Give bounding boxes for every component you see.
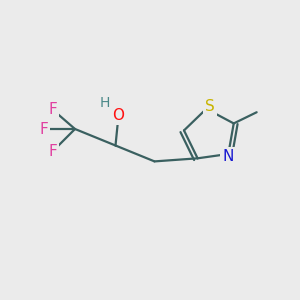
Text: S: S — [205, 99, 215, 114]
Text: F: F — [48, 144, 57, 159]
Text: N: N — [223, 149, 234, 164]
Text: F: F — [39, 122, 48, 136]
Text: F: F — [48, 102, 57, 117]
Text: O: O — [112, 108, 124, 123]
Text: H: H — [100, 96, 110, 110]
